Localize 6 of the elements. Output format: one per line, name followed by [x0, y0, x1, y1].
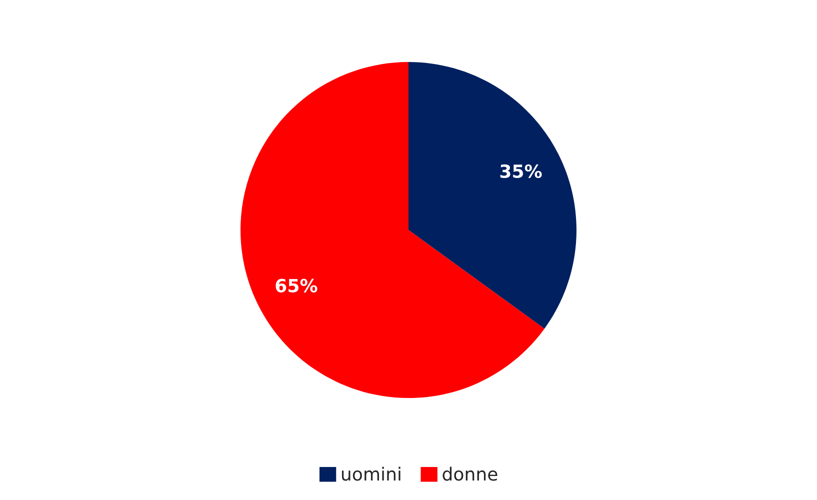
legend-label: donne [442, 466, 498, 481]
pie-slice [240, 62, 544, 398]
legend-label: uomini [342, 466, 400, 481]
data-label: 65% [276, 278, 318, 292]
data-label: 35% [500, 164, 542, 178]
pie-slice [408, 62, 576, 329]
